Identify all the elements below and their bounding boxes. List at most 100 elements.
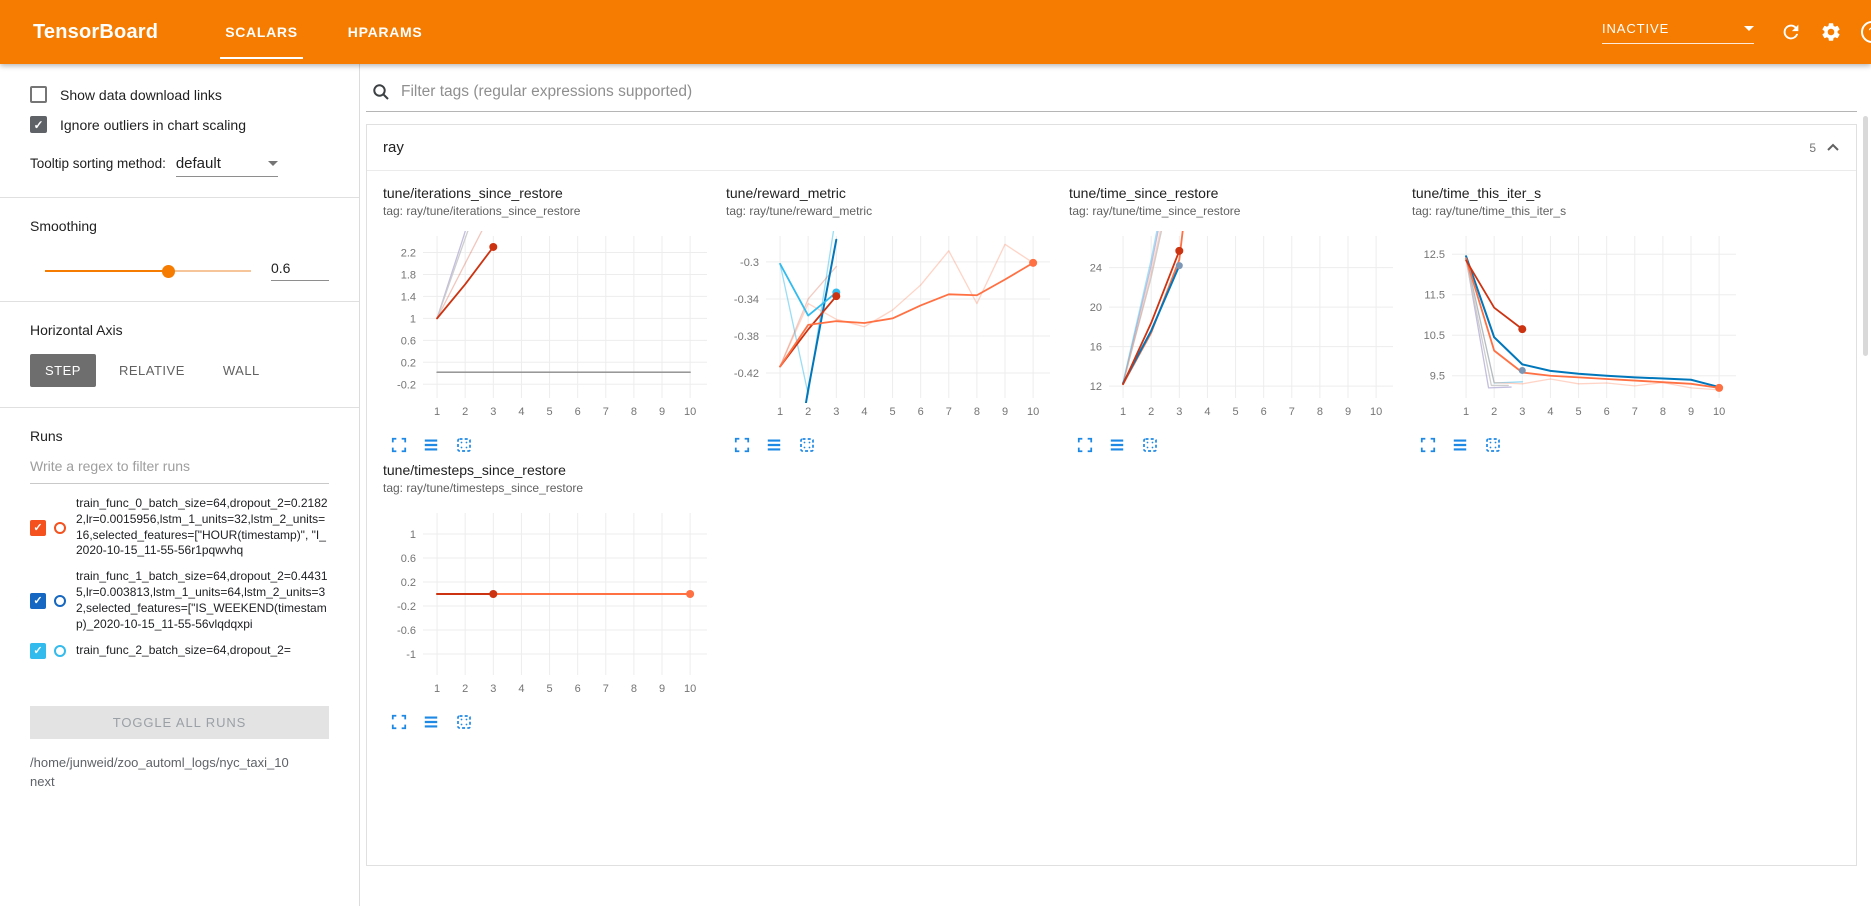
fit-domain-icon[interactable] [455, 713, 473, 731]
svg-text:9: 9 [659, 683, 665, 695]
run-data-icon[interactable] [423, 437, 439, 453]
data-status-select[interactable]: INACTIVE [1602, 21, 1754, 44]
svg-text:8: 8 [631, 406, 637, 418]
main-tabs: SCALARS HPARAMS [200, 0, 447, 64]
svg-text:2: 2 [1148, 406, 1154, 418]
svg-text:5: 5 [1575, 406, 1581, 418]
run-checkbox-icon[interactable] [30, 642, 46, 659]
axis-step-button[interactable]: STEP [30, 354, 96, 387]
svg-text:1: 1 [1120, 406, 1126, 418]
run-checkbox-icon[interactable] [30, 592, 46, 609]
svg-text:11.5: 11.5 [1424, 290, 1445, 302]
chart-plot[interactable]: 1 2 3 4 5 6 7 8 9 10 -1 -0.6 -0.2 0.2 0.6 1 [383, 505, 726, 711]
fit-domain-icon[interactable] [1484, 436, 1502, 454]
tooltip-sorting-dropdown[interactable]: default [175, 155, 278, 177]
svg-text:5: 5 [889, 406, 895, 418]
checkbox-icon[interactable] [30, 116, 47, 133]
toggle-all-runs-button[interactable]: TOGGLE ALL RUNS [30, 706, 329, 739]
svg-text:3: 3 [490, 683, 496, 695]
chart-title: tune/time_since_restore [1069, 185, 1219, 201]
horizontal-axis-label: Horizontal Axis [30, 322, 123, 338]
show-download-links-checkbox[interactable]: Show data download links [30, 86, 329, 103]
svg-text:6: 6 [918, 406, 924, 418]
svg-text:8: 8 [1660, 406, 1666, 418]
chart-card-reward-metric: tune/reward_metric tag: ray/tune/reward_… [726, 185, 1069, 454]
axis-relative-button[interactable]: RELATIVE [104, 354, 200, 387]
chart-actions [383, 436, 726, 454]
settings-gear-icon[interactable] [1820, 21, 1842, 43]
chart-card-time-this-iter: tune/time_this_iter_s tag: ray/tune/time… [1412, 185, 1755, 454]
fit-domain-icon[interactable] [1141, 436, 1159, 454]
tag-filter-row [366, 82, 1857, 112]
run-data-icon[interactable] [423, 714, 439, 730]
divider [0, 407, 359, 408]
expand-chart-icon[interactable] [391, 437, 407, 453]
tag-group-header[interactable]: ray 5 [367, 125, 1856, 171]
svg-text:10: 10 [684, 406, 696, 418]
svg-text:-0.42: -0.42 [734, 368, 759, 380]
fit-domain-icon[interactable] [455, 436, 473, 454]
expand-chart-icon[interactable] [1077, 437, 1093, 453]
smoothing-value[interactable]: 0.6 [271, 260, 329, 281]
checkbox-icon[interactable] [30, 86, 47, 103]
expand-chart-icon[interactable] [1420, 437, 1436, 453]
chart-tag: tag: ray/tune/reward_metric [726, 204, 873, 218]
fit-domain-icon[interactable] [798, 436, 816, 454]
svg-text:1: 1 [1463, 406, 1469, 418]
svg-text:-0.2: -0.2 [397, 379, 416, 391]
run-name: train_func_0_batch_size=64,dropout_2=0.2… [76, 496, 328, 558]
svg-text:20: 20 [1090, 302, 1102, 314]
svg-text:7: 7 [603, 406, 609, 418]
svg-text:4: 4 [518, 406, 524, 418]
tab-scalars[interactable]: SCALARS [200, 0, 323, 64]
expand-chart-icon[interactable] [391, 714, 407, 730]
chart-actions [726, 436, 1069, 454]
svg-text:2: 2 [805, 406, 811, 418]
svg-text:9: 9 [1688, 406, 1694, 418]
chart-title: tune/time_this_iter_s [1412, 185, 1542, 201]
refresh-icon[interactable] [1780, 21, 1802, 43]
tab-hparams[interactable]: HPARAMS [347, 24, 423, 40]
run-data-icon[interactable] [1452, 437, 1468, 453]
chart-tag: tag: ray/tune/time_since_restore [1069, 204, 1241, 218]
svg-text:9: 9 [1345, 406, 1351, 418]
chart-card-iterations-since-restore: tune/iterations_since_restore tag: ray/t… [383, 185, 726, 454]
run-data-icon[interactable] [1109, 437, 1125, 453]
chart-plot[interactable]: 1 2 3 4 5 6 7 8 9 10 -0.42 -0.38 -0.34 -0.3 [726, 228, 1069, 434]
main-scrollbar[interactable] [1863, 116, 1868, 356]
run-radio-icon[interactable] [54, 644, 66, 657]
charts-grid: tune/iterations_since_restore tag: ray/t… [367, 171, 1856, 739]
chart-tag: tag: ray/tune/time_this_iter_s [1412, 204, 1567, 218]
help-icon[interactable]: ? [1860, 20, 1871, 44]
run-radio-icon[interactable] [54, 594, 66, 607]
tag-filter-input[interactable] [399, 82, 1857, 102]
run-data-icon[interactable] [766, 437, 782, 453]
svg-text:8: 8 [631, 683, 637, 695]
svg-text:16: 16 [1090, 342, 1102, 354]
runs-filter-input[interactable] [30, 452, 329, 484]
chart-plot[interactable]: 1 2 3 4 5 6 7 8 9 10 -0.2 0.2 0.6 1 1.4 1.8 2.2 [383, 228, 726, 434]
ignore-outliers-checkbox[interactable]: Ignore outliers in chart scaling [30, 116, 329, 133]
slider-thumb[interactable] [161, 264, 175, 278]
chart-actions [1412, 436, 1755, 454]
status-label: INACTIVE [1602, 20, 1670, 36]
chart-plot[interactable]: 1 2 3 4 5 6 7 8 9 10 12 16 20 24 [1069, 228, 1412, 434]
svg-text:3: 3 [1176, 406, 1182, 418]
smoothing-slider[interactable] [45, 264, 251, 278]
svg-text:-0.2: -0.2 [397, 601, 416, 613]
svg-text:24: 24 [1090, 263, 1102, 275]
svg-text:10.5: 10.5 [1424, 330, 1445, 342]
run-radio-icon[interactable] [54, 521, 66, 534]
run-checkbox-icon[interactable] [30, 519, 46, 536]
svg-text:-0.6: -0.6 [397, 625, 416, 637]
chevron-up-icon[interactable] [1826, 139, 1840, 157]
expand-chart-icon[interactable] [734, 437, 750, 453]
chart-card-timesteps-since-restore: tune/timesteps_since_restore tag: ray/tu… [383, 462, 726, 731]
svg-text:9.5: 9.5 [1430, 371, 1445, 383]
run-list: train_func_0_batch_size=64,dropout_2=0.2… [30, 496, 329, 708]
chart-card-time-since-restore: tune/time_since_restore tag: ray/tune/ti… [1069, 185, 1412, 454]
chart-title: tune/iterations_since_restore [383, 185, 563, 201]
chart-plot[interactable]: 1 2 3 4 5 6 7 8 9 10 9.5 10.5 11.5 12.5 [1412, 228, 1755, 434]
axis-wall-button[interactable]: WALL [208, 354, 275, 387]
svg-text:7: 7 [1632, 406, 1638, 418]
